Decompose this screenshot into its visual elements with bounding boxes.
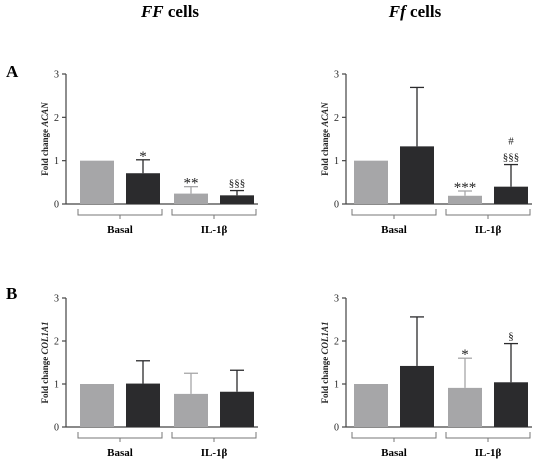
y-tick-label: 2 <box>334 113 339 124</box>
significance-label: §§§ <box>503 152 520 164</box>
column-title-ff: FF cells <box>110 2 230 22</box>
chart-b-ff: 0 1 2 3 Fold change COL1A1 Basal IL-1β <box>40 294 258 459</box>
y-axis-label-gene: ACAN <box>40 102 50 128</box>
significance-label: § <box>508 331 514 343</box>
bar <box>220 195 254 204</box>
group-bracket <box>77 209 163 216</box>
panel-letter-b: B <box>6 284 18 303</box>
y-axis-label-gene: ACAN <box>320 102 330 128</box>
chart-b-ff-het: 0 1 2 3 Fold change COL1A1 * § Basal IL-1β <box>320 294 532 459</box>
y-tick-label: 1 <box>54 380 59 391</box>
y-tick-label: 2 <box>54 113 59 124</box>
y-axis-label-gene: COL1A1 <box>320 321 330 354</box>
column-title-ff-het-rest: cells <box>405 2 442 21</box>
bar <box>354 384 388 427</box>
y-axis-label-prefix: Fold change <box>40 355 50 404</box>
bar <box>126 173 160 204</box>
bar <box>448 195 482 204</box>
y-tick-label: 0 <box>54 200 59 211</box>
bar <box>400 146 434 204</box>
y-tick-label: 2 <box>334 337 339 348</box>
bar <box>174 193 208 204</box>
group-label: Basal <box>107 224 133 236</box>
group-bracket <box>171 209 257 216</box>
y-axis-label-prefix: Fold change <box>320 127 330 176</box>
y-axis-label-gene: COL1A1 <box>40 321 50 354</box>
group-label: IL-1β <box>475 447 502 459</box>
significance-label: §§§ <box>229 178 246 190</box>
y-tick-label: 0 <box>54 423 59 434</box>
significance-label: ** <box>184 176 199 192</box>
column-title-ff-italic: FF <box>140 2 164 21</box>
y-axis-label: Fold change ACAN <box>320 102 330 176</box>
group-label: IL-1β <box>201 447 228 459</box>
column-title-ff-rest: cells <box>163 2 200 21</box>
group-label: Basal <box>107 447 133 459</box>
chart-a-ff-het: 0 1 2 3 Fold change ACAN *** §§§ # Basal IL-1β <box>320 70 532 236</box>
group-bracket <box>351 432 437 439</box>
y-tick-label: 1 <box>54 156 59 167</box>
bar <box>400 365 434 427</box>
bar <box>448 387 482 427</box>
bar <box>494 186 528 204</box>
y-tick-label: 1 <box>334 380 339 391</box>
group-bracket <box>77 432 163 439</box>
bar <box>80 160 114 204</box>
y-axis-label: Fold change ACAN <box>40 102 50 176</box>
significance-label: *** <box>454 180 477 196</box>
significance-label: # <box>508 136 514 148</box>
bar <box>126 383 160 427</box>
group-label: Basal <box>381 447 407 459</box>
y-tick-label: 1 <box>334 156 339 167</box>
group-label: IL-1β <box>475 224 502 236</box>
group-bracket <box>445 432 531 439</box>
y-axis-label: Fold change COL1A1 <box>320 321 330 403</box>
bar <box>494 382 528 427</box>
y-tick-label: 3 <box>54 70 59 81</box>
bar <box>354 160 388 204</box>
panel-letter-a: A <box>6 62 19 81</box>
bar <box>80 384 114 427</box>
y-tick-label: 0 <box>334 200 339 211</box>
y-tick-label: 0 <box>334 423 339 434</box>
column-title-ff-het: Ff cells <box>355 2 475 22</box>
y-tick-label: 3 <box>334 70 339 81</box>
group-label: IL-1β <box>201 224 228 236</box>
bar <box>220 391 254 427</box>
group-bracket <box>445 209 531 216</box>
y-axis-label-prefix: Fold change <box>40 127 50 176</box>
y-axis-label: Fold change COL1A1 <box>40 321 50 403</box>
group-bracket <box>351 209 437 216</box>
y-tick-label: 2 <box>54 337 59 348</box>
y-axis-label-prefix: Fold change <box>320 355 330 404</box>
significance-label: * <box>139 149 147 165</box>
group-label: Basal <box>381 224 407 236</box>
group-bracket <box>171 432 257 439</box>
bar <box>174 393 208 427</box>
significance-label: * <box>461 347 469 363</box>
column-title-ff-het-italic: Ff <box>388 2 406 21</box>
y-tick-label: 3 <box>54 294 59 305</box>
y-tick-label: 3 <box>334 294 339 305</box>
